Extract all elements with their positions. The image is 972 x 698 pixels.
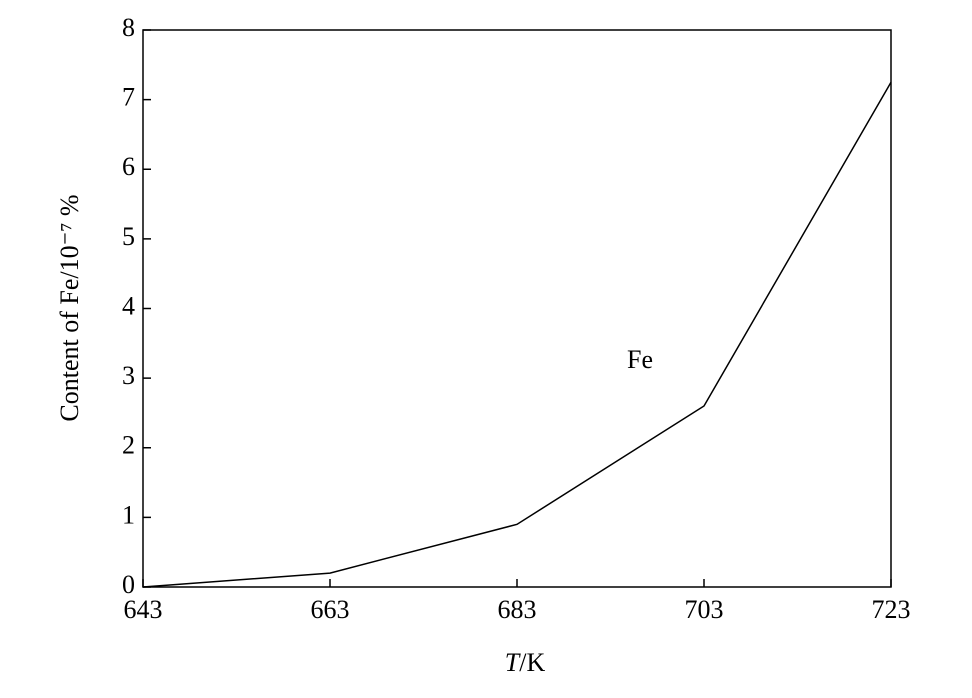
y-tick-label: 4 — [122, 291, 135, 320]
series-label: Fe — [627, 345, 653, 374]
x-tick-label: 683 — [498, 595, 537, 624]
x-axis-title: T/K — [505, 648, 546, 677]
y-tick-label: 0 — [122, 570, 135, 599]
plot-frame — [142, 29, 892, 588]
y-tick-label: 7 — [122, 83, 135, 112]
y-tick-label: 5 — [122, 222, 135, 251]
x-tick-label: 663 — [311, 595, 350, 624]
y-tick-label: 3 — [122, 361, 135, 390]
x-tick-label: 643 — [124, 595, 163, 624]
y-tick-label: 8 — [122, 13, 135, 42]
y-tick-label: 6 — [122, 152, 135, 181]
y-tick-label: 1 — [122, 500, 135, 529]
x-tick-label: 703 — [685, 595, 724, 624]
y-tick-label: 2 — [122, 431, 135, 460]
x-tick-label: 723 — [872, 595, 911, 624]
y-axis-title: Content of Fe/10⁻⁷ % — [55, 194, 84, 421]
data-line — [142, 81, 892, 588]
